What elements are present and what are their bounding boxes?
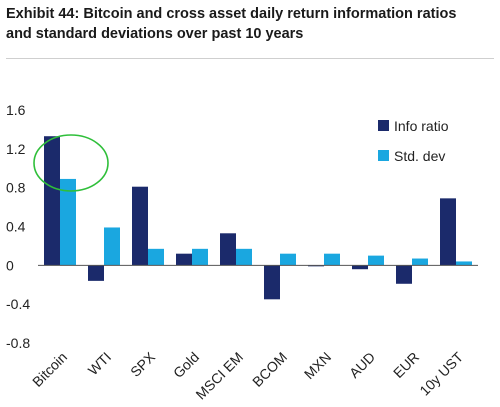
y-tick-label: 1.2 [6,141,26,157]
legend-swatch [378,150,389,161]
title-divider [6,58,494,59]
bar-std-dev-4 [236,248,252,266]
bar-std-dev-6 [324,253,340,266]
chart-title: Exhibit 44: Bitcoin and cross asset dail… [6,6,457,42]
bar-std-dev-9 [456,261,472,266]
y-tick-label: 0.8 [6,180,26,196]
bar-std-dev-1 [104,227,120,266]
x-tick-label: SPX [127,348,159,380]
legend-label: Std. dev [394,148,445,164]
y-tick-label: 0 [6,257,14,273]
bar-info-ratio-9 [440,198,456,266]
y-tick-label: -0.8 [6,335,30,351]
bar-info-ratio-3 [176,253,192,266]
y-axis: 1.6 1.2 0.8 0.4 0 -0.4 -0.8 [6,102,30,351]
bar-info-ratio-7 [352,265,368,270]
bar-std-dev-5 [280,253,296,266]
bar-info-ratio-0 [44,136,60,266]
y-tick-label: 0.4 [6,219,26,235]
y-tick-label: 1.6 [6,102,26,118]
bar-std-dev-2 [148,248,164,266]
bar-info-ratio-2 [132,186,148,266]
bar-info-ratio-8 [396,265,412,284]
bar-std-dev-0 [60,178,76,266]
x-tick-label: Bitcoin [29,349,70,390]
bar-info-ratio-4 [220,233,236,266]
x-tick-label: MSCI EM [192,349,246,403]
y-tick-label: -0.4 [6,296,30,312]
x-tick-label: 10y UST [416,348,466,398]
legend: Info ratio Std. dev [378,118,449,164]
x-tick-label: Gold [170,349,202,381]
x-tick-label: BCOM [249,349,290,390]
highlight-circle [33,134,109,192]
legend-label: Info ratio [394,118,449,134]
legend-swatch [378,120,389,131]
x-tick-label: AUD [346,349,378,381]
x-tick-label: MXN [301,349,334,382]
bar-info-ratio-5 [264,265,280,300]
bar-std-dev-3 [192,248,208,266]
x-tick-label: WTI [85,349,114,378]
bar-std-dev-7 [368,255,384,266]
x-tick-label: EUR [390,349,422,381]
bar-std-dev-8 [412,258,428,266]
bar-info-ratio-1 [88,265,104,281]
